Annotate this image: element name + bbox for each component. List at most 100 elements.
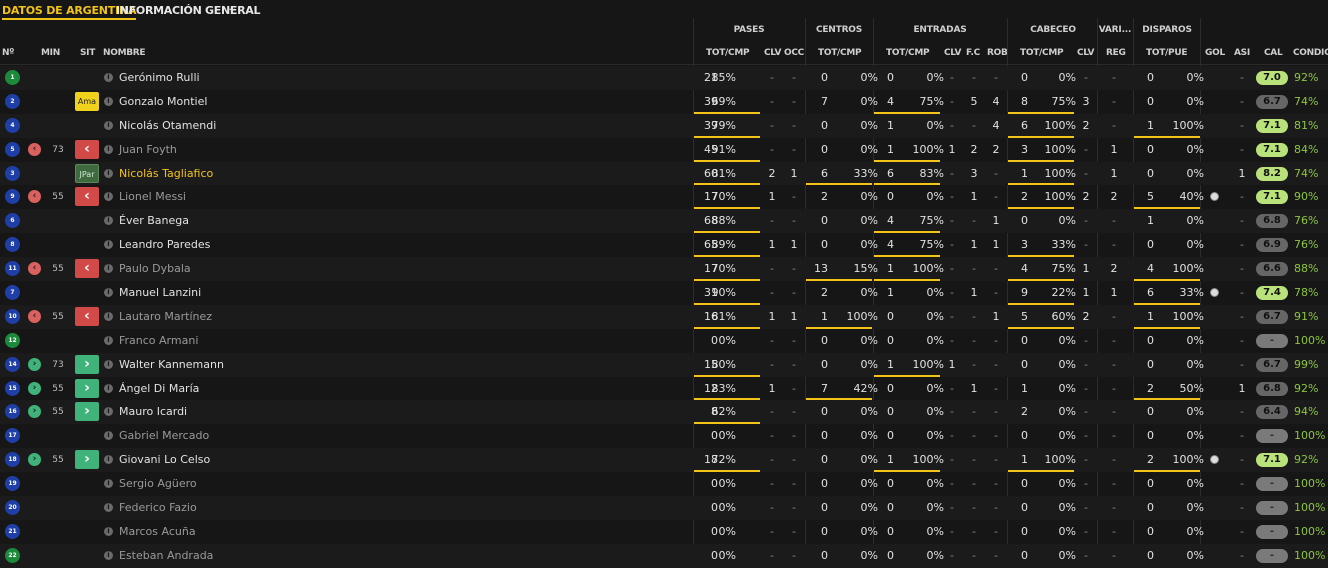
col-pases-totcmp[interactable]: TOT/CMP <box>706 48 750 58</box>
info-icon[interactable]: i <box>104 431 113 441</box>
key-headers: - <box>1084 453 1088 467</box>
info-icon[interactable]: i <box>104 288 113 298</box>
info-icon[interactable]: i <box>104 335 113 345</box>
tackles-pct: 75% <box>919 94 944 108</box>
player-name[interactable]: Éver Banega <box>119 214 189 228</box>
player-name[interactable]: Gabriel Mercado <box>119 429 210 443</box>
col-entradas-totcmp[interactable]: TOT/CMP <box>886 48 930 58</box>
player-name[interactable]: Mauro Icardi <box>119 405 188 419</box>
info-icon[interactable]: i <box>104 407 113 417</box>
player-name[interactable]: Gonzalo Montiel <box>119 94 208 108</box>
player-name[interactable]: Leandro Paredes <box>119 238 211 252</box>
col-centros-totcmp[interactable]: TOT/CMP <box>818 48 862 58</box>
player-name[interactable]: Esteban Andrada <box>119 548 214 562</box>
assists: - <box>1240 405 1244 419</box>
info-icon[interactable]: i <box>104 526 113 536</box>
col-cabeceo-totcmp[interactable]: TOT/CMP <box>1020 48 1064 58</box>
col-cal[interactable]: CAL <box>1264 48 1283 58</box>
table-row[interactable]: 21 i Marcos Acuña 0 0% - -0 0% 0 0% - - -0 0% - -0 0% - -1… <box>0 520 1328 544</box>
table-row[interactable]: 22 i Esteban Andrada 0 0% - -0 0% 0 0% - - -0 0% - -0 0%… <box>0 543 1328 568</box>
col-pases-clv[interactable]: CLV <box>764 48 782 58</box>
col-asi[interactable]: ASI <box>1234 48 1250 58</box>
info-icon[interactable]: i <box>104 73 113 82</box>
table-row[interactable]: 4 i Nicolás Otamendi 39 79% - -0 0% 1 0% - -4 6 100% 2… <box>0 113 1328 138</box>
player-name[interactable]: Lautaro Martínez <box>119 309 213 323</box>
col-nombre[interactable]: NOMBRE <box>103 48 146 58</box>
table-row[interactable]: 10 ‹ 55 ‹ i Lautaro Martínez 16 81% 1 1 1 100% 0 0% - -… <box>0 304 1328 329</box>
table-row[interactable]: 1 i Gerónimo Rulli 21 85% - -0 0% 0 0% - - -0 0% - -0 0%… <box>0 66 1328 90</box>
player-name[interactable]: Gerónimo Rulli <box>119 71 200 84</box>
col-min[interactable]: MIN <box>41 48 60 58</box>
info-icon[interactable]: i <box>104 96 113 106</box>
table-row[interactable]: 20 i Federico Fazio 0 0% - -0 0% 0 0% - - -0 0% - -0 0% -… <box>0 496 1328 520</box>
col-pases-occ[interactable]: OCC <box>784 48 804 58</box>
table-row[interactable]: 11 ‹ 55 ‹ i Paulo Dybala 17 70% - -13 15% 1 100% - - -4… <box>0 257 1328 282</box>
col-num[interactable]: Nº <box>2 48 15 58</box>
col-entradas-rob[interactable]: ROB <box>987 48 1008 58</box>
key-tackles: - <box>950 548 954 562</box>
info-icon[interactable]: i <box>104 240 113 250</box>
info-icon[interactable]: i <box>104 383 113 393</box>
fouls: 1 <box>970 286 978 300</box>
info-icon[interactable]: i <box>104 503 113 513</box>
player-name[interactable]: Giovani Lo Celso <box>119 453 211 467</box>
col-condic[interactable]: CONDIC <box>1293 48 1328 58</box>
player-name[interactable]: Ángel Di María <box>119 381 200 395</box>
table-row[interactable]: 15 › 55 › i Ángel Di María 12 83% 1-7 42% 0 0% -1-1 0… <box>0 377 1328 401</box>
table-row[interactable]: 16 › 55 › i Mauro Icardi 8 62% - -0 0% 0 0% - - -2 0% - -0… <box>0 400 1328 425</box>
table-row[interactable]: 9 ‹ 55 ‹ i Lionel Messi 17 70% 1-2 0% 0 0% -1-2 100% 2… <box>0 185 1328 210</box>
info-icon[interactable]: i <box>104 120 113 130</box>
player-name[interactable]: Nicolás Tagliafico <box>119 166 214 180</box>
player-name[interactable]: Walter Kannemann <box>119 357 224 371</box>
table-row[interactable]: 2 Ama i Gonzalo Montiel 39 69% - -7 0% 4 75% -5 4 8 75… <box>0 90 1328 114</box>
player-name[interactable]: Sergio Agüero <box>119 477 197 491</box>
table-row[interactable]: 14 › 73 › i Walter Kannemann 15 80% - - 0 0% 1 100% 1 -… <box>0 352 1328 377</box>
col-sit[interactable]: SIT <box>80 48 96 58</box>
assists: - <box>1240 333 1244 347</box>
table-row[interactable]: 3 JPar i Nicolás Tagliafico 60 81% 2 1 6 33% 6 83% -… <box>0 161 1328 186</box>
headers-total: 3 <box>1021 142 1028 156</box>
col-entradas-fc[interactable]: F.C <box>966 48 980 58</box>
table-row[interactable]: 18 › 55 › i Giovani Lo Celso 18 72% - -0 0% 1 100% - -… <box>0 448 1328 473</box>
player-name[interactable]: Nicolás Otamendi <box>119 118 217 132</box>
table-row[interactable]: 7 i Manuel Lanzini 31 90% - -2 0% 1 0% -1-9 22% 1 1 6 3… <box>0 281 1328 305</box>
info-icon[interactable]: i <box>104 144 113 154</box>
table-row[interactable]: 17 i Gabriel Mercado 0 0% - -0 0% 0 0% - - -0 0% - -0 0%… <box>0 424 1328 448</box>
player-name[interactable]: Paulo Dybala <box>119 262 191 276</box>
col-reg[interactable]: REG <box>1106 48 1126 58</box>
chevron-down-icon[interactable]: ⌄ <box>226 3 239 14</box>
info-icon[interactable]: i <box>104 479 113 489</box>
table-row[interactable]: 19 i Sergio Agüero 0 0% - -0 0% 0 0% - - -0 0% - -0 0% - -… <box>0 472 1328 496</box>
info-icon[interactable]: i <box>104 264 113 274</box>
info-icon[interactable]: i <box>104 168 113 178</box>
info-icon[interactable]: i <box>104 359 113 369</box>
table-row[interactable]: 8 i Leandro Paredes 65 89% 1 1 0 0% 4 75% -1 1 3 33% - -… <box>0 233 1328 258</box>
player-name[interactable]: Manuel Lanzini <box>119 286 202 300</box>
info-icon[interactable]: i <box>104 216 113 226</box>
divider-centros <box>805 18 806 564</box>
fouls: - <box>972 501 976 515</box>
table-row[interactable]: 12 i Franco Armani 0 0% - -0 0% 0 0% - - -0 0% - -0 0% - -… <box>0 329 1328 353</box>
col-cabeceo-clv[interactable]: CLV <box>1077 48 1095 58</box>
passes-pct: 70% <box>711 262 736 276</box>
top-bar: DATOS DE ARGENTINA INFORMACIÓN GENERAL ⌄ <box>0 0 1328 22</box>
shots-total: 0 <box>1147 238 1154 252</box>
player-name[interactable]: Marcos Acuña <box>119 524 196 538</box>
player-name[interactable]: Juan Foyth <box>119 142 177 156</box>
col-disparos-totpue[interactable]: TOT/PUE <box>1146 48 1188 58</box>
table-row[interactable]: 6 i Éver Banega 68 88% - -0 0% 4 75% - -1 0 0% - -1 0% -6… <box>0 209 1328 234</box>
col-entradas-clv[interactable]: CLV <box>944 48 962 58</box>
view-selector[interactable]: INFORMACIÓN GENERAL <box>116 4 261 17</box>
player-name[interactable]: Franco Armani <box>119 333 199 347</box>
tab-team-stats[interactable]: DATOS DE ARGENTINA <box>2 4 137 20</box>
info-icon[interactable]: i <box>104 455 113 465</box>
tackles-pct: 75% <box>919 214 944 228</box>
table-row[interactable]: 5 ‹ 73 ‹ i Juan Foyth 45 91% - -0 0% 1 100% 1 2 2 3 100% -… <box>0 138 1328 162</box>
info-icon[interactable]: i <box>104 192 113 202</box>
col-gol[interactable]: GOL <box>1205 48 1225 58</box>
player-name[interactable]: Federico Fazio <box>119 501 197 515</box>
player-name[interactable]: Lionel Messi <box>119 190 186 204</box>
info-icon[interactable]: i <box>104 311 113 321</box>
rating-badge: - <box>1256 501 1288 516</box>
info-icon[interactable]: i <box>104 550 113 560</box>
